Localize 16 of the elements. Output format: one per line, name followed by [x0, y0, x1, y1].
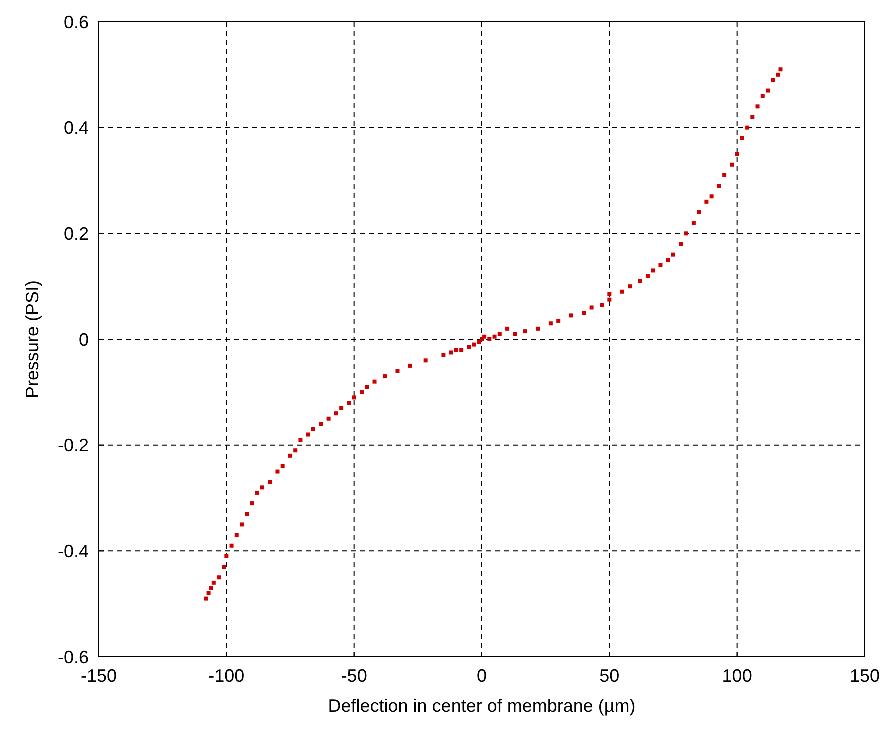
- x-tick-label: -150: [80, 666, 118, 686]
- y-tick-label: -0.2: [58, 436, 89, 456]
- x-tick-label: 0: [476, 666, 488, 686]
- x-tick-label: 150: [850, 666, 880, 686]
- y-axis-title: Pressure (PSI): [22, 280, 43, 399]
- x-tick-label: -100: [208, 666, 245, 686]
- y-tick-label: -0.6: [58, 647, 89, 668]
- x-axis-title: Deflection in center of membrane (µm): [328, 696, 636, 716]
- y-tick-label: 0.4: [64, 118, 89, 138]
- y-tick-label: 0.2: [64, 224, 89, 244]
- x-tick-label: 100: [722, 666, 752, 686]
- y-tick-label: 0.6: [64, 12, 89, 32]
- y-tick-label: 0: [78, 330, 89, 350]
- y-tick-label: -0.4: [58, 541, 89, 562]
- x-tick-label: -50: [341, 666, 368, 686]
- x-tick-label: 50: [600, 666, 620, 686]
